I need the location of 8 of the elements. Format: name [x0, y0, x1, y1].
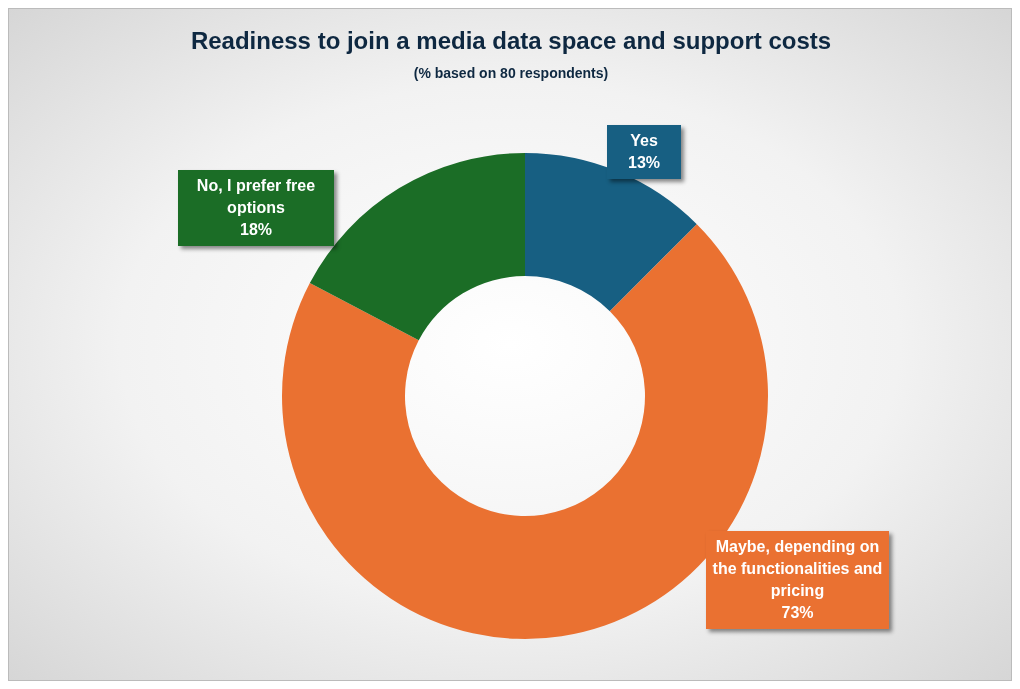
slice-label: No, I prefer free options — [195, 176, 317, 218]
slice-label: Yes — [629, 131, 659, 151]
chart-subtitle: (% based on 80 respondents) — [412, 65, 610, 81]
data-label: 13% — [627, 153, 661, 173]
slice-label: Maybe, depending on the functionalities and pricing — [711, 537, 884, 601]
chart-title: Readiness to join a media data space and support costs — [189, 27, 833, 55]
data-label: 18% — [239, 220, 273, 240]
data-label: 73% — [780, 603, 815, 623]
